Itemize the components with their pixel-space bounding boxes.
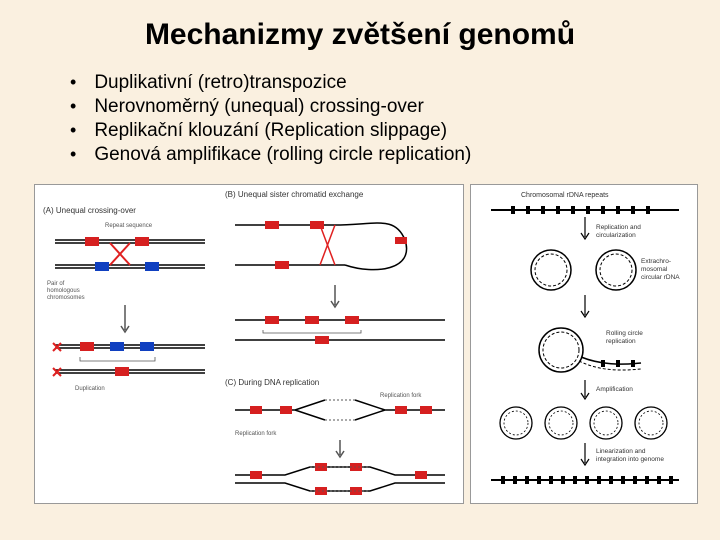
bullet-text: Replikační klouzání (Replication slippag… (94, 120, 447, 142)
section-a-result: Duplication (53, 342, 205, 392)
section-b-top (235, 221, 407, 270)
svg-text:circularization: circularization (596, 232, 636, 239)
bullet-text: Genová amplifikace (rolling circle repli… (94, 144, 471, 166)
section-b-label: (B) Unequal sister chromatid exchange (225, 190, 364, 199)
rolling-circle-svg: Chromosomal rDNA repeats R (471, 185, 699, 505)
section-a-label: (A) Unequal crossing-over (43, 206, 136, 215)
label-top: Chromosomal rDNA repeats (521, 192, 609, 199)
bullet-text: Duplikativní (retro)transpozice (94, 72, 346, 94)
svg-text:Repeat sequence: Repeat sequence (105, 223, 153, 229)
integrated-repeats (501, 476, 673, 484)
svg-text:mosomal: mosomal (641, 266, 668, 273)
svg-text:homologous: homologous (47, 288, 80, 294)
svg-text:Linearization and: Linearization and (596, 448, 646, 455)
bullet-icon: • (70, 72, 76, 93)
svg-text:Pair of: Pair of (47, 281, 65, 287)
svg-text:chromosomes: chromosomes (47, 295, 85, 301)
svg-text:replication: replication (606, 338, 636, 345)
amplified-circles (500, 407, 667, 439)
svg-text:Replication fork: Replication fork (235, 431, 277, 437)
diagram-row: (A) Unequal crossing-over (B) Unequal si… (30, 184, 690, 504)
section-a-top: Repeat sequence Pair of homologous chrom… (47, 223, 205, 301)
svg-text:Amplification: Amplification (596, 386, 633, 393)
svg-text:Replication and: Replication and (596, 224, 641, 231)
section-c-label: (C) During DNA replication (225, 378, 319, 387)
diagram-rolling-circle: Chromosomal rDNA repeats R (470, 184, 698, 504)
svg-text:Duplication: Duplication (75, 386, 105, 392)
svg-text:integration into genome: integration into genome (596, 456, 664, 463)
list-item: • Genová amplifikace (rolling circle rep… (70, 144, 690, 166)
bullet-list: • Duplikativní (retro)transpozice • Nero… (70, 72, 690, 166)
slide-title: Mechanizmy zvětšení genomů (30, 18, 690, 52)
bullet-icon: • (70, 120, 76, 141)
crossing-over-svg: (A) Unequal crossing-over (B) Unequal si… (35, 185, 465, 505)
section-c-top: Replication fork Replication fork (235, 393, 445, 437)
svg-text:Rolling circle: Rolling circle (606, 330, 643, 337)
svg-text:circular rDNA: circular rDNA (641, 274, 680, 281)
bullet-icon: • (70, 144, 76, 165)
list-item: • Duplikativní (retro)transpozice (70, 72, 690, 94)
bullet-text: Nerovnoměrný (unequal) crossing-over (94, 96, 423, 118)
diagram-crossing-over: (A) Unequal crossing-over (B) Unequal si… (34, 184, 464, 504)
section-c-result (235, 463, 445, 495)
extrachrom-circles (531, 250, 636, 290)
section-b-result (235, 316, 445, 344)
list-item: • Nerovnoměrný (unequal) crossing-over (70, 96, 690, 118)
list-item: • Replikační klouzání (Replication slipp… (70, 120, 690, 142)
svg-text:Extrachro-: Extrachro- (641, 258, 671, 265)
svg-text:Replication fork: Replication fork (380, 393, 422, 399)
bullet-icon: • (70, 96, 76, 117)
